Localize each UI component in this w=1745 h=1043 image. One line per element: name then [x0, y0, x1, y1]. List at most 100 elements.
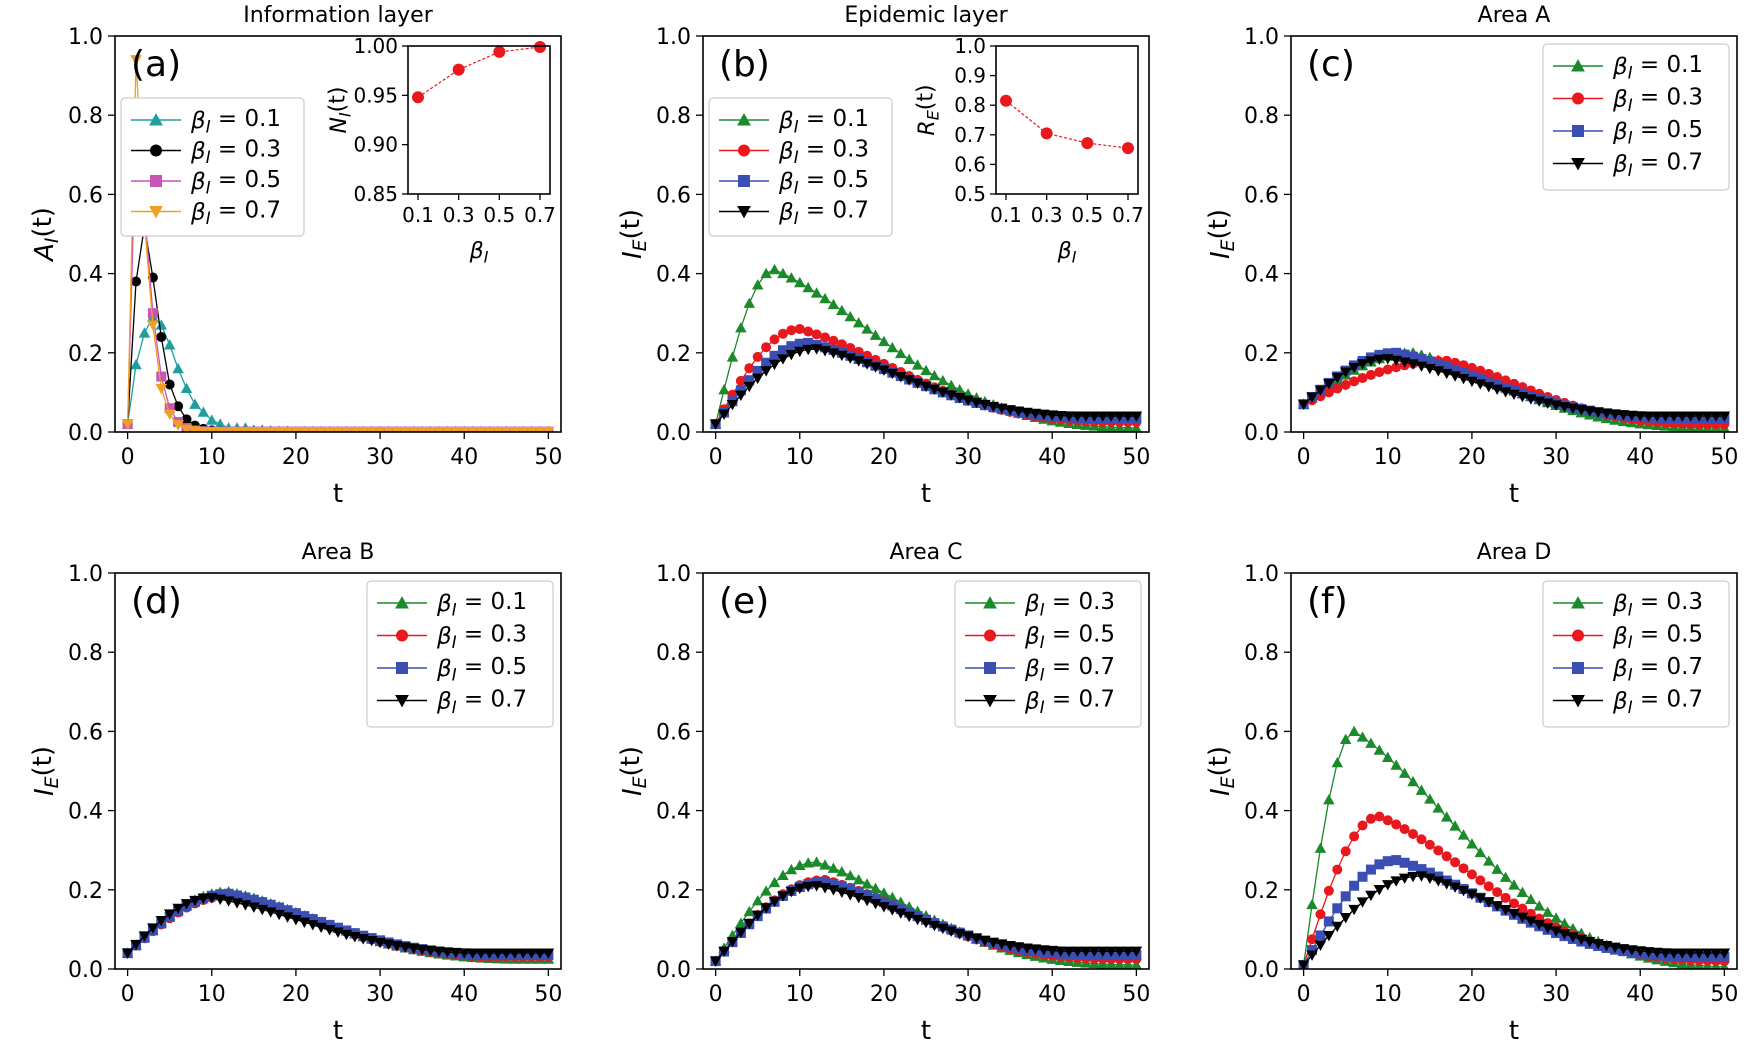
data-point — [1122, 411, 1134, 422]
text-base: β — [778, 169, 794, 195]
data-point — [1651, 411, 1663, 422]
data-point — [138, 327, 151, 338]
y-tick-label: 0.2 — [656, 342, 691, 367]
text-base: β — [190, 108, 206, 134]
text-subscript: I — [794, 179, 799, 198]
data-point — [1710, 948, 1722, 959]
data-point — [878, 902, 890, 913]
text-subscript: I — [794, 148, 799, 167]
data-point — [751, 910, 764, 922]
data-point — [1668, 948, 1680, 959]
data-point — [172, 362, 184, 374]
y-tick-label: 0.4 — [68, 263, 103, 288]
x-tick-label: 50 — [1710, 982, 1738, 1007]
data-point — [886, 341, 899, 353]
data-point — [1567, 403, 1579, 415]
data-point — [1113, 411, 1126, 422]
data-point — [760, 366, 772, 377]
data-point — [1348, 725, 1360, 736]
y-tick-label: 0.4 — [1244, 263, 1279, 288]
data-point — [1315, 930, 1326, 941]
data-point — [416, 427, 428, 432]
data-point — [274, 902, 285, 913]
data-point — [323, 427, 336, 432]
legend-marker — [1572, 92, 1584, 105]
data-point — [937, 374, 949, 386]
data-point — [785, 349, 798, 361]
inset-y-tick-label: 0.8 — [954, 93, 986, 117]
data-point — [1424, 839, 1435, 850]
data-point — [281, 427, 294, 432]
panel-title: Epidemic layer — [844, 3, 1008, 28]
data-point — [1516, 912, 1529, 923]
data-point — [450, 947, 462, 959]
series-4 — [121, 893, 555, 959]
data-point — [155, 383, 168, 395]
data-point — [1499, 905, 1512, 916]
data-point — [172, 420, 184, 431]
data-point — [1096, 411, 1109, 422]
data-point — [1374, 859, 1385, 870]
data-point — [365, 936, 378, 947]
data-point — [214, 427, 226, 432]
text-rest: = 0.3 — [1045, 589, 1115, 615]
series-4 — [1297, 871, 1731, 969]
data-point — [861, 895, 873, 907]
inset-data-point — [1122, 142, 1134, 155]
legend-label: βI = 0.1 — [190, 106, 281, 136]
text-base: β — [1612, 591, 1628, 617]
data-point — [836, 866, 848, 877]
text-subscript: E — [630, 776, 651, 788]
data-point — [802, 344, 814, 356]
text-base: β — [1612, 656, 1628, 682]
data-point — [726, 937, 739, 948]
data-point — [820, 332, 831, 343]
data-point — [760, 885, 772, 896]
data-point — [1382, 880, 1394, 891]
x-tick-label: 0 — [1297, 445, 1311, 470]
data-point — [1348, 904, 1360, 916]
data-point — [828, 879, 839, 890]
x-axis-label: t — [1509, 479, 1519, 509]
data-point — [761, 357, 772, 368]
data-point — [1575, 405, 1588, 416]
legend-label: βI = 0.5 — [1024, 622, 1115, 652]
legend-marker — [395, 694, 409, 708]
data-point — [743, 381, 756, 393]
data-point — [1617, 944, 1630, 955]
data-point — [525, 948, 538, 959]
data-point — [349, 427, 361, 432]
text-base: β — [469, 239, 484, 264]
text-subscript: I — [206, 148, 211, 167]
inset-x-tick-label: 0.1 — [990, 203, 1022, 227]
data-point — [1457, 829, 1470, 840]
data-point — [1651, 947, 1663, 959]
data-point — [1130, 422, 1142, 432]
data-point — [1466, 376, 1478, 388]
data-point — [836, 350, 848, 362]
legend-label: βI = 0.7 — [1612, 654, 1703, 684]
text-base: β — [1057, 239, 1072, 264]
text-rest: (t) — [616, 746, 646, 776]
text-subscript: I — [42, 237, 63, 243]
x-tick-label: 40 — [1626, 445, 1654, 470]
data-point — [760, 903, 772, 914]
data-point — [1105, 411, 1117, 422]
axes-frame — [114, 572, 562, 970]
y-tick-label: 0.4 — [656, 263, 691, 288]
data-point — [1349, 376, 1360, 387]
inset-y-axis-label: NI(t) — [325, 87, 354, 134]
text-subscript: I — [452, 666, 457, 685]
text-rest: = 0.5 — [1045, 622, 1115, 648]
data-point — [869, 899, 882, 910]
data-point — [164, 379, 175, 390]
text-subscript: I — [206, 118, 211, 137]
data-point — [1458, 360, 1469, 371]
text-rest: = 0.5 — [457, 654, 527, 680]
data-point — [1113, 946, 1126, 957]
y-tick-label: 0.2 — [68, 879, 103, 904]
data-point — [1550, 926, 1562, 937]
data-point — [357, 934, 369, 945]
data-point — [819, 346, 831, 357]
